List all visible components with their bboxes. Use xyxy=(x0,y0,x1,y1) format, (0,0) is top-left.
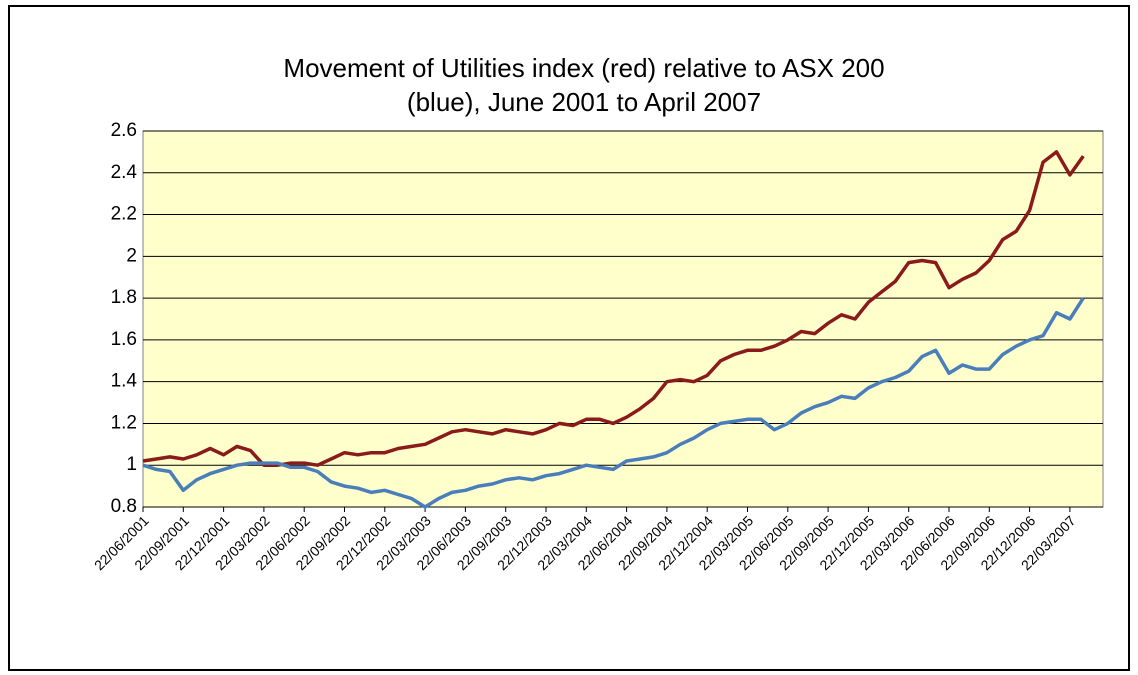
plot-area xyxy=(142,130,1104,508)
y-tick-label: 2.2 xyxy=(111,204,137,225)
y-tick-label: 1.2 xyxy=(111,412,137,433)
y-tick-label: 0.8 xyxy=(111,496,137,517)
chart-title: (blue), June 2001 to April 2007 xyxy=(407,87,761,117)
y-tick-label: 2.4 xyxy=(111,162,138,183)
series-line xyxy=(142,150,1085,467)
y-tick-label: 2 xyxy=(126,245,137,266)
y-tick-label: 1.8 xyxy=(111,287,137,308)
y-tick-label: 2.6 xyxy=(111,120,137,141)
chart-title: Movement of Utilities index (red) relati… xyxy=(283,53,884,83)
series-line xyxy=(142,297,1085,509)
y-tick-label: 1.6 xyxy=(111,329,137,350)
y-tick-label: 1 xyxy=(126,454,137,475)
y-tick-label: 1.4 xyxy=(111,371,138,392)
